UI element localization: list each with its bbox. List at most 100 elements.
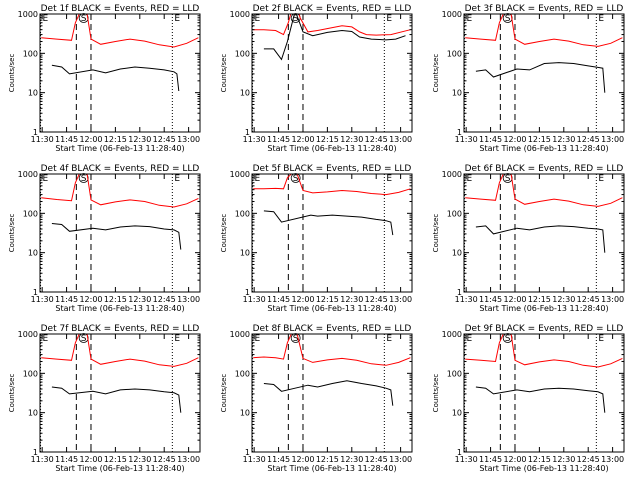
x-tick-label-3: 12:00 bbox=[291, 295, 314, 304]
y-axis-label: Counts/sec bbox=[432, 374, 440, 413]
panel-title: Det 3f BLACK = Events, RED = LLD bbox=[465, 4, 624, 14]
y-axis-label: Counts/sec bbox=[220, 374, 228, 413]
x-tick-label-6: 12:45 bbox=[153, 295, 176, 304]
x-tick-label-6: 12:45 bbox=[365, 295, 388, 304]
lld-series-line bbox=[465, 14, 623, 47]
x-tick-label-4: 12:15 bbox=[528, 135, 551, 144]
x-tick-label-4: 12:15 bbox=[316, 135, 339, 144]
y-tick-label-2: 10 bbox=[240, 249, 250, 258]
x-tick-label-2: 11:45 bbox=[479, 135, 502, 144]
x-tick-label-2: 11:45 bbox=[55, 295, 78, 304]
panel-title: Det 8f BLACK = Events, RED = LLD bbox=[253, 324, 412, 334]
x-tick-label-3: 12:00 bbox=[503, 455, 526, 464]
e-marker-label-1: E bbox=[467, 334, 473, 344]
y-tick-label-1: 1 bbox=[457, 288, 462, 297]
x-tick-label-7: 13:00 bbox=[389, 295, 412, 304]
x-axis-label: Start Time (06-Feb-13 11:28:40) bbox=[267, 464, 396, 473]
panel-title: Det 5f BLACK = Events, RED = LLD bbox=[253, 164, 412, 174]
plot-frame bbox=[39, 333, 201, 453]
plot-frame bbox=[463, 173, 625, 293]
x-tick-label-2: 11:45 bbox=[55, 455, 78, 464]
x-axis-label: Start Time (06-Feb-13 11:28:40) bbox=[267, 304, 396, 313]
lld-series-line bbox=[253, 334, 411, 366]
y-tick-label-4: 1000 bbox=[230, 170, 250, 179]
s-marker-label: S bbox=[505, 334, 511, 344]
e-marker-label-1: E bbox=[43, 174, 49, 184]
y-axis-label: Counts/sec bbox=[432, 214, 440, 253]
e-marker-label-1: E bbox=[255, 14, 261, 24]
x-tick-label-4: 12:15 bbox=[528, 295, 551, 304]
e-marker-label-1: E bbox=[467, 14, 473, 24]
x-tick-label-5: 12:30 bbox=[340, 135, 363, 144]
y-tick-label-4: 1000 bbox=[442, 330, 462, 339]
y-tick-label-1: 1 bbox=[33, 448, 38, 457]
y-tick-label-2: 10 bbox=[452, 249, 462, 258]
x-axis-label: Start Time (06-Feb-13 11:28:40) bbox=[55, 144, 184, 153]
x-tick-label-2: 11:45 bbox=[267, 135, 290, 144]
plot-frame bbox=[463, 333, 625, 453]
x-tick-label-7: 13:00 bbox=[601, 295, 624, 304]
x-tick-label-1: 11:30 bbox=[455, 455, 478, 464]
detector-panel-6: E E S 1 10 100 1000 11:30 11:45 12:00 12:15 12:30 12… bbox=[432, 164, 625, 313]
x-tick-label-1: 11:30 bbox=[455, 135, 478, 144]
detector-panel-3: E E S 1 10 100 1000 11:30 11:45 12:00 12:15 12:30 12… bbox=[432, 4, 625, 153]
s-marker-label: S bbox=[81, 334, 87, 344]
plot-frame bbox=[39, 173, 201, 293]
panel-title: Det 9f BLACK = Events, RED = LLD bbox=[465, 324, 624, 334]
y-tick-label-1: 1 bbox=[33, 288, 38, 297]
x-tick-label-1: 11:30 bbox=[31, 295, 54, 304]
x-tick-label-5: 12:30 bbox=[128, 135, 151, 144]
lld-series-line bbox=[465, 174, 623, 207]
x-tick-label-6: 12:45 bbox=[577, 135, 600, 144]
x-axis-label: Start Time (06-Feb-13 11:28:40) bbox=[55, 304, 184, 313]
x-tick-label-4: 12:15 bbox=[104, 455, 127, 464]
e-marker-label-2: E bbox=[386, 174, 392, 184]
y-tick-label-2: 10 bbox=[452, 409, 462, 418]
y-axis-label: Counts/sec bbox=[8, 214, 16, 253]
s-marker-label: S bbox=[293, 174, 299, 184]
x-tick-label-5: 12:30 bbox=[128, 295, 151, 304]
y-tick-label-4: 1000 bbox=[442, 10, 462, 19]
detector-panel-5: E E S 1 10 100 1000 11:30 11:45 12:00 12:15 12:30 12… bbox=[220, 164, 413, 313]
x-tick-label-4: 12:15 bbox=[528, 455, 551, 464]
y-tick-label-1: 1 bbox=[457, 128, 462, 137]
y-tick-label-2: 10 bbox=[452, 89, 462, 98]
x-tick-label-6: 12:45 bbox=[365, 135, 388, 144]
x-tick-label-4: 12:15 bbox=[316, 295, 339, 304]
s-marker-label: S bbox=[293, 334, 299, 344]
y-axis-label: Counts/sec bbox=[8, 54, 16, 93]
x-tick-label-5: 12:30 bbox=[552, 455, 575, 464]
x-tick-label-6: 12:45 bbox=[153, 135, 176, 144]
y-tick-label-4: 1000 bbox=[230, 10, 250, 19]
x-tick-label-1: 11:30 bbox=[243, 135, 266, 144]
events-series-line bbox=[51, 223, 182, 250]
lld-series-line bbox=[41, 334, 199, 367]
events-series-line bbox=[51, 64, 180, 92]
events-series-line bbox=[475, 225, 606, 253]
x-tick-label-6: 12:45 bbox=[153, 455, 176, 464]
events-series-line bbox=[51, 386, 182, 413]
y-tick-label-2: 10 bbox=[240, 409, 250, 418]
x-tick-label-5: 12:30 bbox=[128, 455, 151, 464]
x-tick-label-3: 12:00 bbox=[79, 295, 102, 304]
x-tick-label-1: 11:30 bbox=[31, 455, 54, 464]
y-tick-label-4: 1000 bbox=[230, 330, 250, 339]
y-tick-label-3: 100 bbox=[235, 49, 250, 58]
y-tick-label-1: 1 bbox=[33, 128, 38, 137]
lld-series-line bbox=[253, 174, 411, 196]
plot-frame bbox=[39, 13, 201, 133]
plot-frame bbox=[251, 13, 413, 133]
plot-frame bbox=[463, 13, 625, 133]
s-marker-label: S bbox=[81, 174, 87, 184]
e-marker-label-2: E bbox=[386, 14, 392, 24]
panel-title: Det 4f BLACK = Events, RED = LLD bbox=[41, 164, 200, 174]
y-tick-label-3: 100 bbox=[447, 49, 462, 58]
x-tick-label-2: 11:45 bbox=[267, 455, 290, 464]
events-series-line bbox=[263, 380, 394, 406]
events-series-line bbox=[263, 210, 394, 236]
e-marker-label-2: E bbox=[598, 334, 604, 344]
e-marker-label-1: E bbox=[255, 334, 261, 344]
x-axis-label: Start Time (06-Feb-13 11:28:40) bbox=[267, 144, 396, 153]
y-axis-label: Counts/sec bbox=[432, 54, 440, 93]
